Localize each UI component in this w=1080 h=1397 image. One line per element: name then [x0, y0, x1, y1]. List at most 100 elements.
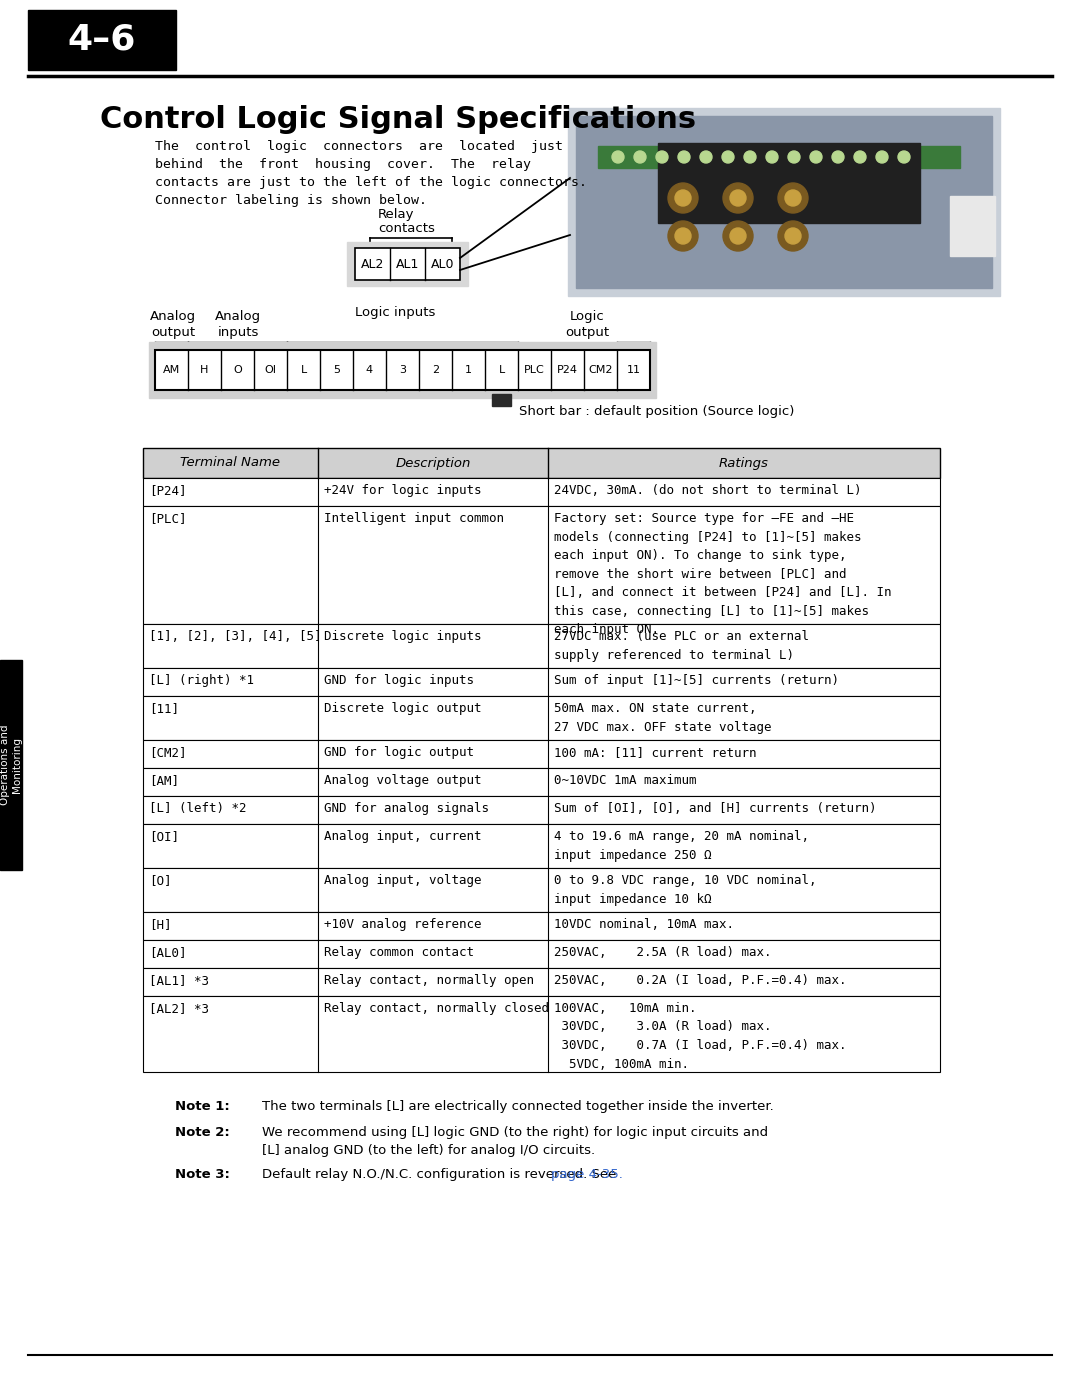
Text: 3: 3 [399, 365, 406, 374]
Text: 250VAC,    2.5A (R load) max.: 250VAC, 2.5A (R load) max. [554, 946, 771, 958]
Circle shape [669, 221, 698, 251]
Circle shape [612, 151, 624, 163]
Bar [568, 108, 1000, 296]
Text: L: L [498, 365, 504, 374]
Circle shape [656, 151, 669, 163]
Text: page 4-35.: page 4-35. [551, 1168, 623, 1180]
Bar [143, 478, 940, 506]
Text: 0 to 9.8 VDC range, 10 VDC nominal,
input impedance 10 kΩ: 0 to 9.8 VDC range, 10 VDC nominal, inpu… [554, 875, 816, 905]
Bar [149, 342, 656, 398]
Bar [143, 996, 940, 1071]
Text: [AM]: [AM] [149, 774, 179, 787]
Text: 100 mA: [11] current return: 100 mA: [11] current return [554, 746, 756, 759]
Text: Intelligent input common: Intelligent input common [324, 511, 504, 525]
Circle shape [669, 183, 698, 212]
Text: Control Logic Signal Specifications: Control Logic Signal Specifications [100, 105, 697, 134]
Circle shape [744, 151, 756, 163]
Text: Connector labeling is shown below.: Connector labeling is shown below. [156, 194, 427, 207]
Text: behind  the  front  housing  cover.  The  relay: behind the front housing cover. The rela… [156, 158, 531, 170]
Text: Analog input, voltage: Analog input, voltage [324, 875, 482, 887]
Text: AM: AM [163, 365, 180, 374]
Text: contacts are just to the left of the logic connectors.: contacts are just to the left of the log… [156, 176, 588, 189]
Circle shape [675, 228, 691, 244]
Text: [CM2]: [CM2] [149, 746, 187, 759]
Text: 100VAC,   10mA min.
 30VDC,    3.0A (R load) max.
 30VDC,    0.7A (I load, P.F.=: 100VAC, 10mA min. 30VDC, 3.0A (R load) m… [554, 1002, 847, 1070]
Text: Ratings: Ratings [719, 457, 769, 469]
Bar [347, 242, 468, 286]
Circle shape [730, 228, 746, 244]
Text: Note 3:: Note 3: [175, 1168, 230, 1180]
Bar [28, 10, 176, 70]
Text: 0~10VDC 1mA maximum: 0~10VDC 1mA maximum [554, 774, 697, 787]
Text: AL0: AL0 [431, 257, 455, 271]
Text: Operations and
Monitoring: Operations and Monitoring [0, 725, 23, 805]
Text: Relay: Relay [378, 208, 415, 221]
Text: O: O [233, 365, 242, 374]
Text: Note 1:: Note 1: [175, 1099, 230, 1113]
Bar [143, 696, 940, 740]
Text: 1: 1 [465, 365, 472, 374]
Bar [143, 506, 940, 624]
Circle shape [810, 151, 822, 163]
Text: Relay contact, normally open: Relay contact, normally open [324, 974, 534, 988]
Text: Analog
inputs: Analog inputs [215, 310, 261, 339]
Bar [143, 968, 940, 996]
Text: OI: OI [265, 365, 276, 374]
Bar [355, 249, 460, 279]
Circle shape [700, 151, 712, 163]
Text: [L] (right) *1: [L] (right) *1 [149, 673, 254, 687]
Text: 24VDC, 30mA. (do not short to terminal L): 24VDC, 30mA. (do not short to terminal L… [554, 483, 862, 497]
Circle shape [785, 228, 801, 244]
Text: Discrete logic output: Discrete logic output [324, 703, 482, 715]
Text: H: H [200, 365, 208, 374]
Text: Sum of [OI], [O], and [H] currents (return): Sum of [OI], [O], and [H] currents (retu… [554, 802, 877, 814]
Circle shape [723, 151, 734, 163]
Text: [H]: [H] [149, 918, 172, 930]
Text: [AL1] *3: [AL1] *3 [149, 974, 210, 988]
Bar [598, 147, 960, 168]
Text: [PLC]: [PLC] [149, 511, 187, 525]
Text: 27VDC max. (use PLC or an external
supply referenced to terminal L): 27VDC max. (use PLC or an external suppl… [554, 630, 809, 662]
Text: 250VAC,    0.2A (I load, P.F.=0.4) max.: 250VAC, 0.2A (I load, P.F.=0.4) max. [554, 974, 847, 988]
Text: AL1: AL1 [395, 257, 419, 271]
Text: Discrete logic inputs: Discrete logic inputs [324, 630, 482, 643]
Text: AL2: AL2 [361, 257, 384, 271]
Text: +10V analog reference: +10V analog reference [324, 918, 482, 930]
Text: The  control  logic  connectors  are  located  just: The control logic connectors are located… [156, 140, 563, 154]
Text: [OI]: [OI] [149, 830, 179, 842]
Text: PLC: PLC [524, 365, 545, 374]
Text: 10VDC nominal, 10mA max.: 10VDC nominal, 10mA max. [554, 918, 734, 930]
Circle shape [723, 183, 753, 212]
Bar [143, 624, 940, 668]
Circle shape [678, 151, 690, 163]
Text: [AL0]: [AL0] [149, 946, 187, 958]
Text: Sum of input [1]~[5] currents (return): Sum of input [1]~[5] currents (return) [554, 673, 839, 687]
Bar [156, 351, 650, 390]
Circle shape [730, 190, 746, 205]
Text: Logic inputs: Logic inputs [355, 306, 435, 319]
Text: The two terminals [L] are electrically connected together inside the inverter.: The two terminals [L] are electrically c… [262, 1099, 773, 1113]
Text: 11: 11 [626, 365, 640, 374]
Text: Analog input, current: Analog input, current [324, 830, 482, 842]
Text: Analog
output: Analog output [150, 310, 197, 339]
Text: Note 2:: Note 2: [175, 1126, 230, 1139]
Text: [1], [2], [3], [4], [5]: [1], [2], [3], [4], [5] [149, 630, 322, 643]
Text: L: L [300, 365, 307, 374]
Text: 4: 4 [366, 365, 373, 374]
Circle shape [854, 151, 866, 163]
Text: 4 to 19.6 mA range, 20 mA nominal,
input impedance 250 Ω: 4 to 19.6 mA range, 20 mA nominal, input… [554, 830, 809, 862]
Text: P24: P24 [557, 365, 578, 374]
Circle shape [876, 151, 888, 163]
Circle shape [778, 183, 808, 212]
Text: Relay common contact: Relay common contact [324, 946, 474, 958]
Text: [11]: [11] [149, 703, 179, 715]
Bar [143, 768, 940, 796]
Text: Description: Description [395, 457, 471, 469]
Text: Default relay N.O./N.C. configuration is reversed. See: Default relay N.O./N.C. configuration is… [262, 1168, 621, 1180]
Text: 5: 5 [333, 365, 340, 374]
Text: [L] (left) *2: [L] (left) *2 [149, 802, 246, 814]
Text: 4–6: 4–6 [68, 22, 136, 56]
Text: Logic
output: Logic output [565, 310, 609, 339]
Bar [143, 940, 940, 968]
Bar [143, 668, 940, 696]
